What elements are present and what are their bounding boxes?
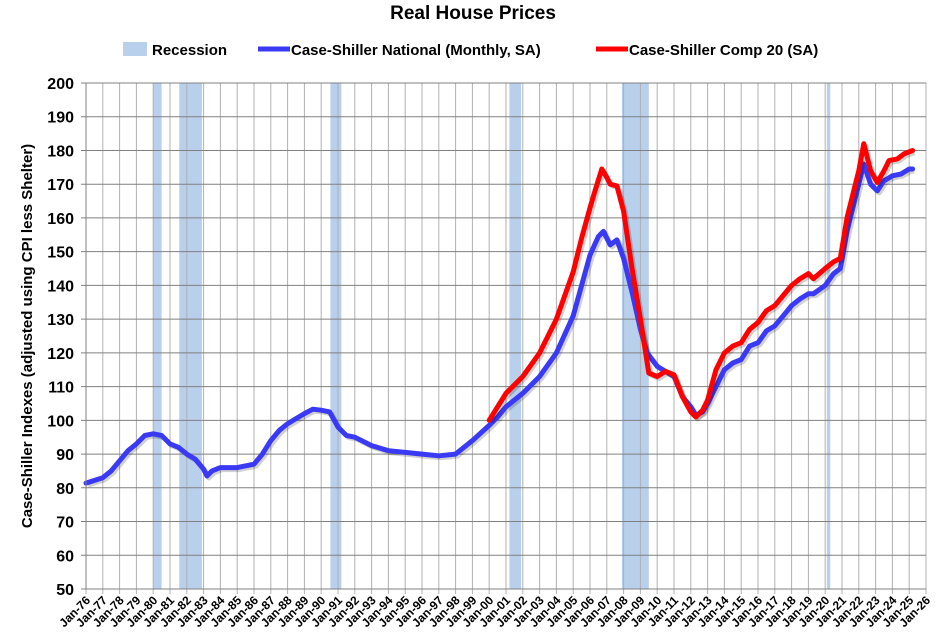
- y-tick-label: 80: [56, 481, 74, 498]
- y-tick-label: 190: [47, 110, 74, 127]
- y-tick-label: 120: [47, 346, 74, 363]
- legend-label-comp20: Case-Shiller Comp 20 (SA): [629, 42, 818, 59]
- y-tick-label: 160: [47, 211, 74, 228]
- series-shadow: [87, 163, 915, 488]
- legend-swatch-recession: [123, 42, 147, 56]
- series-shadow: [489, 143, 916, 424]
- y-tick-label: 200: [47, 76, 74, 93]
- legend-label-national: Case-Shiller National (Monthly, SA): [291, 42, 541, 59]
- y-tick-label: 70: [56, 515, 74, 532]
- y-tick-label: 60: [56, 548, 74, 565]
- legend-label-recession: Recession: [152, 42, 227, 59]
- recession-band: [153, 83, 162, 589]
- recession-band: [330, 83, 342, 589]
- legend: Recession Case-Shiller National (Monthly…: [123, 42, 818, 59]
- y-tick-label: 130: [47, 312, 74, 329]
- y-tick-label: 180: [47, 143, 74, 160]
- chart-title: Real House Prices: [390, 3, 556, 24]
- y-tick-label: 110: [48, 380, 74, 397]
- y-tick-label: 150: [47, 245, 74, 262]
- recession-band: [179, 83, 202, 589]
- recession-band: [509, 83, 522, 589]
- series-line-national: [83, 161, 916, 486]
- y-tick-label: 90: [56, 447, 74, 464]
- y-tick-label: 140: [47, 278, 74, 295]
- y-tick-label: 170: [47, 177, 74, 194]
- series-line-comp20: [486, 141, 916, 423]
- y-tick-label: 100: [47, 413, 74, 430]
- recession-band: [826, 83, 831, 589]
- y-axis-label: Case-Shiller Indexes (adjusted using CPI…: [19, 144, 36, 528]
- y-tick-label: 50: [56, 582, 74, 599]
